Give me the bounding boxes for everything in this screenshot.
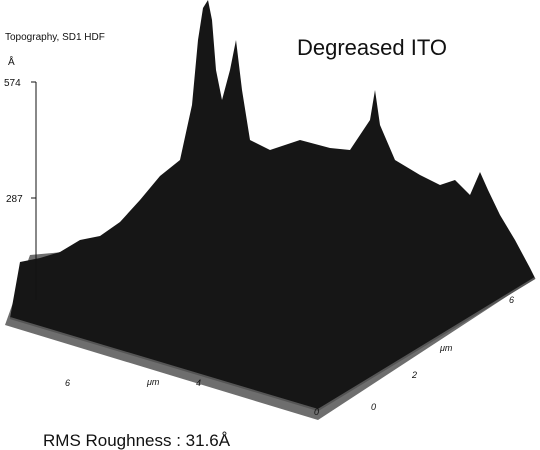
z-tick-label: 574: [4, 78, 21, 89]
right-axis-label: 6: [509, 295, 514, 305]
left-axis-label: μm: [146, 377, 160, 387]
caption: Topography, SD1 HDF: [5, 32, 105, 43]
right-axis-label: μm: [439, 343, 453, 353]
title: Degreased ITO: [297, 35, 447, 60]
footer: RMS Roughness : 31.6Å: [43, 431, 231, 450]
left-axis-label: 4: [196, 378, 201, 388]
z-unit: Å: [8, 55, 15, 68]
right-axis-label: 2: [411, 370, 417, 380]
right-axis-label: 0: [371, 402, 376, 412]
left-axis-label: 0: [314, 407, 319, 417]
left-axis-label: 6: [65, 378, 70, 388]
afm-figure: Topography, SD1 HDF Å 574 287 Degreased …: [0, 0, 540, 450]
z-tick-label: 287: [6, 194, 23, 205]
